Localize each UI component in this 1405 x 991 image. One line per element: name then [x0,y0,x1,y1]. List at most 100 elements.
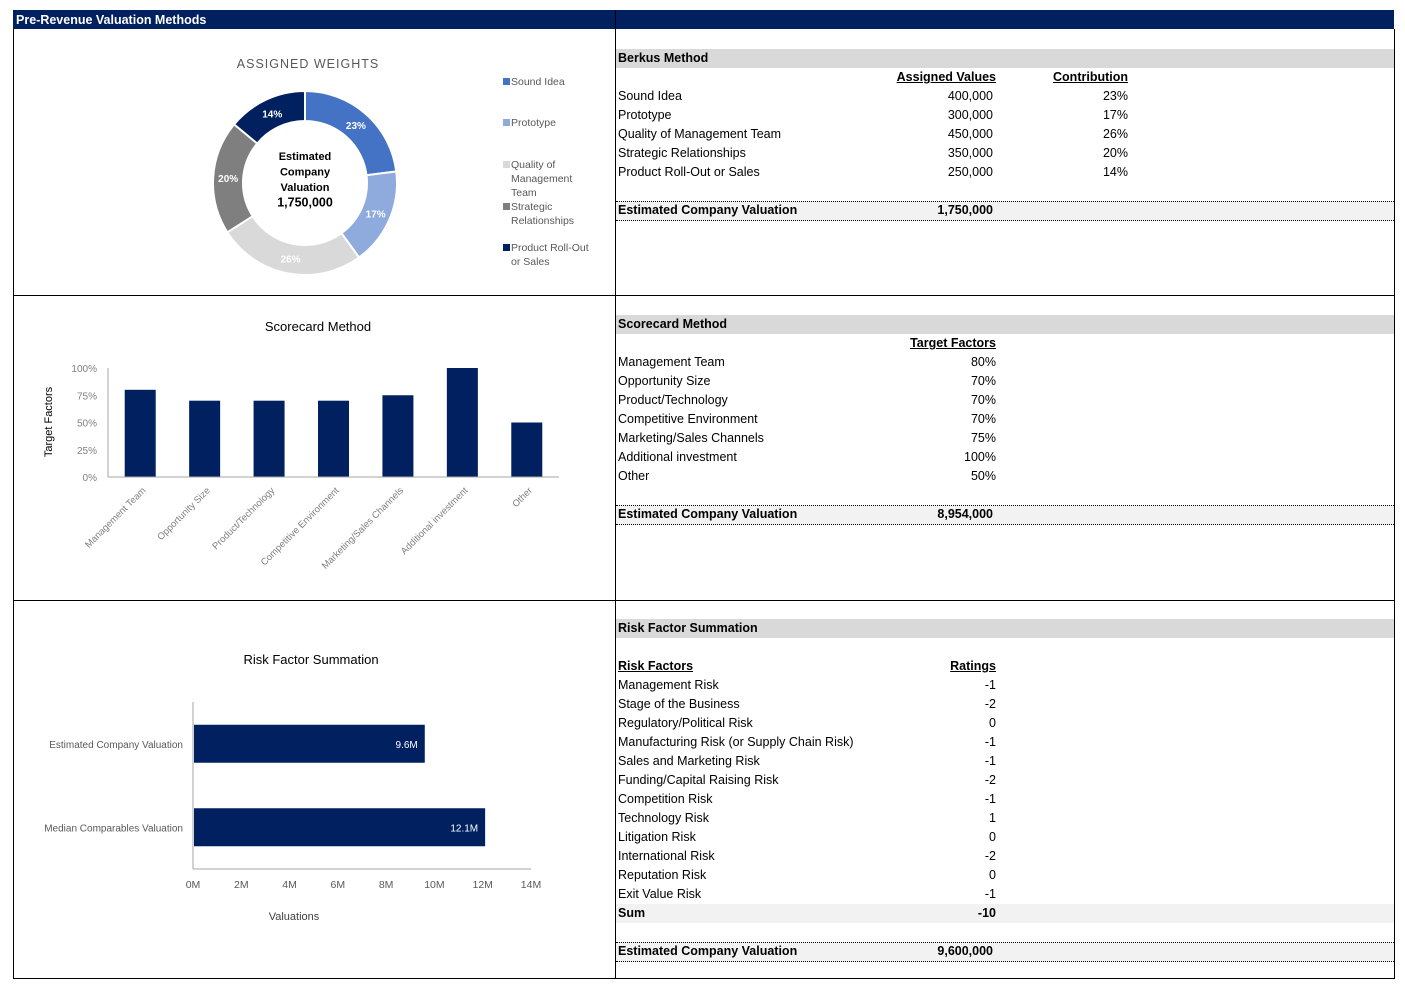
row-label: Opportunity Size [618,374,711,388]
contribution-cell[interactable]: 17% [1102,108,1128,122]
contribution-cell[interactable]: 14% [1102,165,1128,179]
legend-label: Sound Idea [511,76,565,88]
legend-label: Management [511,173,573,185]
column-header-risk-factors: Risk Factors [618,659,694,673]
rating-cell[interactable]: -1 [984,678,996,692]
x-tick-label: Other [510,485,535,510]
row-label: International Risk [618,849,715,863]
row-label: Sales and Marketing Risk [618,754,760,768]
assigned-value-cell[interactable]: 400,000 [947,89,993,103]
donut-slice[interactable] [232,89,306,145]
x-tick-label: 8M [379,879,394,891]
assigned-value-cell[interactable]: 450,000 [947,127,993,141]
legend-item[interactable]: Sound Idea [503,75,598,89]
bar[interactable] [318,400,349,477]
row-label: Stage of the Business [618,697,740,711]
section-band [616,49,1394,68]
x-tick-label: 6M [331,879,346,891]
x-tick-label: 2M [234,879,249,891]
target-factor-cell[interactable]: 70% [970,412,996,426]
target-factor-cell[interactable]: 50% [970,469,996,483]
bar[interactable] [446,368,478,477]
section-band [616,315,1394,334]
row-label: Product/Technology [618,393,728,407]
row-label: Sound Idea [618,89,682,103]
row-label: Quality of Management Team [618,127,782,141]
rating-cell[interactable]: 0 [989,716,996,730]
row-label: Funding/Capital Raising Risk [618,773,779,787]
x-tick-label: 10M [424,879,444,891]
contribution-cell[interactable]: 20% [1102,146,1128,160]
total-row-band [616,505,1394,525]
bar[interactable] [189,400,221,477]
bar[interactable] [124,389,156,477]
rating-cell[interactable]: -2 [984,697,996,711]
donut-slice[interactable] [225,214,361,276]
rating-cell[interactable]: -1 [984,754,996,768]
chart-title: Scorecard Method [265,319,371,334]
y-tick-label: 75% [77,391,97,402]
rating-cell[interactable]: -1 [984,735,996,749]
data-label: 20% [218,174,238,185]
legend-label: Prototype [511,117,556,129]
data-label: 12.1M [450,823,478,834]
y-tick-label: 0% [83,473,98,484]
risk-chart-svg: Risk Factor Summation 9.6M 12.1M Estimate… [44,652,541,923]
row-label: Management Risk [618,678,719,692]
total-value[interactable]: 8,954,000 [937,507,993,521]
target-factor-cell[interactable]: 100% [964,450,996,464]
contribution-cell[interactable]: 26% [1102,127,1128,141]
bar[interactable] [253,400,285,477]
legend-swatch-icon [503,161,510,168]
assigned-value-cell[interactable]: 300,000 [947,108,993,122]
legend-swatch-icon [503,119,510,126]
total-value[interactable]: 1,750,000 [937,203,993,217]
column-header-contribution: Contribution [1053,70,1128,84]
target-factor-cell[interactable]: 80% [970,355,996,369]
legend-item[interactable]: Quality of Management Team [503,158,598,200]
row-label: Exit Value Risk [618,887,702,901]
total-value[interactable]: 9,600,000 [937,944,993,958]
chart-title: ASSIGNED WEIGHTS [237,57,379,71]
row-label: Competitive Environment [618,412,758,426]
bar[interactable] [194,724,425,763]
legend-item[interactable]: Prototype [503,116,598,130]
total-row-band [616,201,1394,221]
row-label: Manufacturing Risk (or Supply Chain Risk… [618,735,854,749]
target-factor-cell[interactable]: 70% [970,374,996,388]
column-header-target-factors: Target Factors [910,336,996,350]
section-title: Scorecard Method [618,317,728,331]
target-factor-cell[interactable]: 70% [970,393,996,407]
bar[interactable] [382,395,414,477]
assigned-value-cell[interactable]: 350,000 [947,146,993,160]
bar[interactable] [194,808,486,847]
rating-cell[interactable]: -2 [984,849,996,863]
rating-cell[interactable]: -2 [984,773,996,787]
rating-cell[interactable]: -1 [984,887,996,901]
sum-value[interactable]: -10 [977,906,996,920]
x-tick-label: Opportunity Size [155,485,212,542]
contribution-cell[interactable]: 23% [1102,89,1128,103]
rating-cell[interactable]: 1 [989,811,996,825]
rating-cell[interactable]: 0 [989,830,996,844]
total-label: Estimated Company Valuation [618,203,798,217]
target-factor-cell[interactable]: 75% [970,431,996,445]
column-divider [615,29,616,979]
section-title: Risk Factor Summation [618,621,758,635]
bar[interactable] [511,422,543,478]
row-label: Regulatory/Political Risk [618,716,753,730]
legend-swatch-icon [503,78,510,85]
center-label: Estimated [279,151,332,163]
scorecard-chart-svg: Scorecard Method Target Factors 0% 25% 50%… [43,319,559,572]
assigned-value-cell[interactable]: 250,000 [947,165,993,179]
legend-item[interactable]: Strategic Relationships [503,200,598,228]
data-label: 17% [366,210,386,221]
legend-item[interactable]: Product Roll-Out or Sales [503,241,598,269]
x-tick-label: 0M [186,879,201,891]
rating-cell[interactable]: -1 [984,792,996,806]
column-header-ratings: Ratings [950,659,996,673]
row-divider-1 [13,295,1394,296]
total-label: Estimated Company Valuation [618,944,798,958]
rating-cell[interactable]: 0 [989,868,996,882]
y-tick-label: 100% [71,364,97,375]
